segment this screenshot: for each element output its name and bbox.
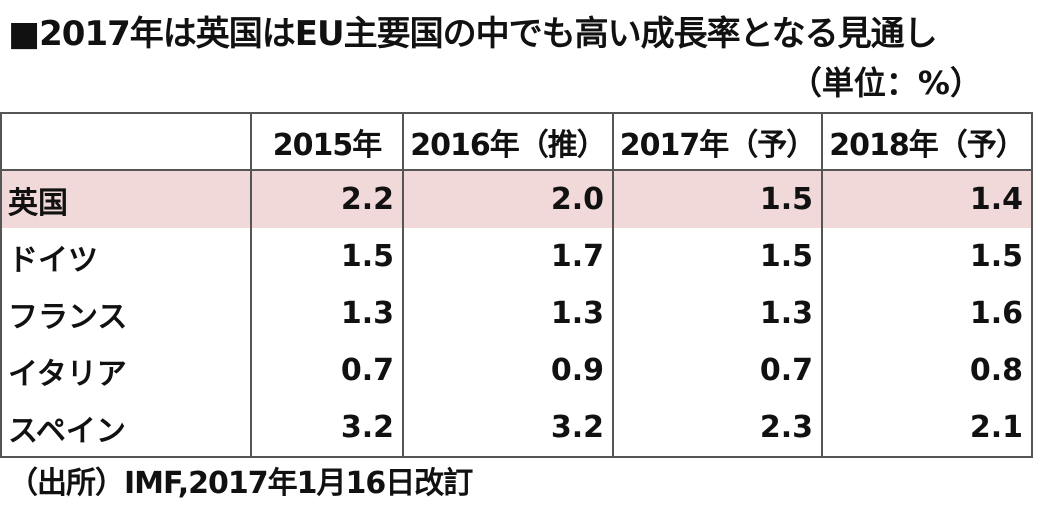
table-row-germany: ドイツ 1.5 1.7 1.5 1.5 xyxy=(0,228,1033,285)
table-cell: 1.3 xyxy=(612,285,823,342)
row-label-uk: 英国 xyxy=(0,170,252,228)
growth-table: 2015年 2016年（推） 2017年（予） 2018年（予） 英国 2.2 … xyxy=(0,112,1033,458)
table-cell: 0.7 xyxy=(612,342,823,399)
table-cell: 1.6 xyxy=(821,285,1033,342)
table-header-row: 2015年 2016年（推） 2017年（予） 2018年（予） xyxy=(0,112,1033,171)
table-cell: 1.7 xyxy=(402,228,614,285)
table-row-spain: スペイン 3.2 3.2 2.3 2.1 xyxy=(0,399,1033,458)
table-row-italy: イタリア 0.7 0.9 0.7 0.8 xyxy=(0,342,1033,399)
table-row-france: フランス 1.3 1.3 1.3 1.6 xyxy=(0,285,1033,342)
table-cell: 2.1 xyxy=(821,399,1033,458)
table-cell: 0.8 xyxy=(821,342,1033,399)
header-cell-corner xyxy=(0,112,252,171)
header-cell-2015: 2015年 xyxy=(250,112,404,171)
row-label-france: フランス xyxy=(0,285,252,342)
header-cell-2017: 2017年（予） xyxy=(612,112,823,171)
table-cell: 2.2 xyxy=(250,170,404,228)
table-cell: 0.9 xyxy=(402,342,614,399)
row-label-spain: スペイン xyxy=(0,399,252,458)
row-label-italy: イタリア xyxy=(0,342,252,399)
table-cell: 1.3 xyxy=(250,285,404,342)
table-cell: 1.5 xyxy=(612,170,823,228)
table-cell: 1.5 xyxy=(612,228,823,285)
row-label-germany: ドイツ xyxy=(0,228,252,285)
table-cell: 0.7 xyxy=(250,342,404,399)
source-note: （出所）IMF,2017年1月16日改訂 xyxy=(8,466,473,501)
table-cell: 1.5 xyxy=(821,228,1033,285)
page-title: ■2017年は英国はEU主要国の中でも高い成長率となる見通し xyxy=(8,14,938,54)
table-cell: 3.2 xyxy=(250,399,404,458)
table-cell: 1.4 xyxy=(821,170,1033,228)
table-cell: 2.0 xyxy=(402,170,614,228)
table-cell: 3.2 xyxy=(402,399,614,458)
unit-label: （単位：%） xyxy=(789,64,982,102)
table-row-uk: 英国 2.2 2.0 1.5 1.4 xyxy=(0,170,1033,228)
header-cell-2018: 2018年（予） xyxy=(821,112,1033,171)
table-cell: 1.3 xyxy=(402,285,614,342)
table-cell: 2.3 xyxy=(612,399,823,458)
header-cell-2016: 2016年（推） xyxy=(402,112,614,171)
table-cell: 1.5 xyxy=(250,228,404,285)
